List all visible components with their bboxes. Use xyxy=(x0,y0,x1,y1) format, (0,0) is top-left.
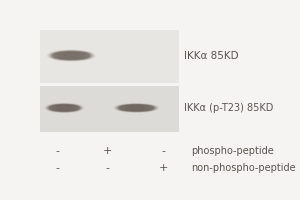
Ellipse shape xyxy=(49,105,80,111)
Text: -: - xyxy=(55,163,59,173)
Ellipse shape xyxy=(51,51,91,60)
Text: +: + xyxy=(103,146,112,156)
Ellipse shape xyxy=(52,52,90,59)
Ellipse shape xyxy=(58,107,70,109)
Text: phospho-peptide: phospho-peptide xyxy=(191,146,274,156)
Text: IKKα (p-T23) 85KD: IKKα (p-T23) 85KD xyxy=(184,103,273,113)
Text: +: + xyxy=(158,163,168,173)
Ellipse shape xyxy=(51,51,92,60)
Ellipse shape xyxy=(50,105,79,111)
Ellipse shape xyxy=(117,104,156,112)
Ellipse shape xyxy=(49,105,79,111)
Ellipse shape xyxy=(48,104,81,112)
Ellipse shape xyxy=(128,106,145,109)
Text: -: - xyxy=(105,163,109,173)
Bar xyxy=(40,86,179,132)
Ellipse shape xyxy=(119,105,153,111)
Text: -: - xyxy=(161,146,165,156)
Ellipse shape xyxy=(119,105,153,111)
Ellipse shape xyxy=(122,105,151,111)
Ellipse shape xyxy=(49,51,93,61)
Text: IKKα 85KD: IKKα 85KD xyxy=(184,51,239,61)
Ellipse shape xyxy=(53,52,89,59)
Ellipse shape xyxy=(50,105,79,111)
Ellipse shape xyxy=(46,104,82,112)
Ellipse shape xyxy=(48,104,80,111)
Text: -: - xyxy=(55,146,59,156)
Ellipse shape xyxy=(119,105,154,111)
Ellipse shape xyxy=(118,105,154,111)
Ellipse shape xyxy=(124,106,149,110)
Ellipse shape xyxy=(125,106,147,110)
Ellipse shape xyxy=(64,54,78,57)
Bar xyxy=(40,30,179,83)
Text: non-phospho-peptide: non-phospho-peptide xyxy=(191,163,296,173)
Ellipse shape xyxy=(117,104,155,111)
Ellipse shape xyxy=(58,53,85,58)
Ellipse shape xyxy=(118,105,155,111)
Ellipse shape xyxy=(50,51,93,60)
Ellipse shape xyxy=(130,107,143,109)
Ellipse shape xyxy=(47,104,81,112)
Ellipse shape xyxy=(116,104,157,112)
Ellipse shape xyxy=(60,53,83,58)
Ellipse shape xyxy=(52,105,77,111)
Ellipse shape xyxy=(52,52,90,60)
Ellipse shape xyxy=(57,106,72,110)
Ellipse shape xyxy=(53,52,89,59)
Ellipse shape xyxy=(56,52,87,59)
Ellipse shape xyxy=(50,51,92,60)
Ellipse shape xyxy=(55,106,74,110)
Ellipse shape xyxy=(53,106,75,110)
Ellipse shape xyxy=(62,54,81,57)
Ellipse shape xyxy=(116,104,157,112)
Ellipse shape xyxy=(47,104,82,112)
